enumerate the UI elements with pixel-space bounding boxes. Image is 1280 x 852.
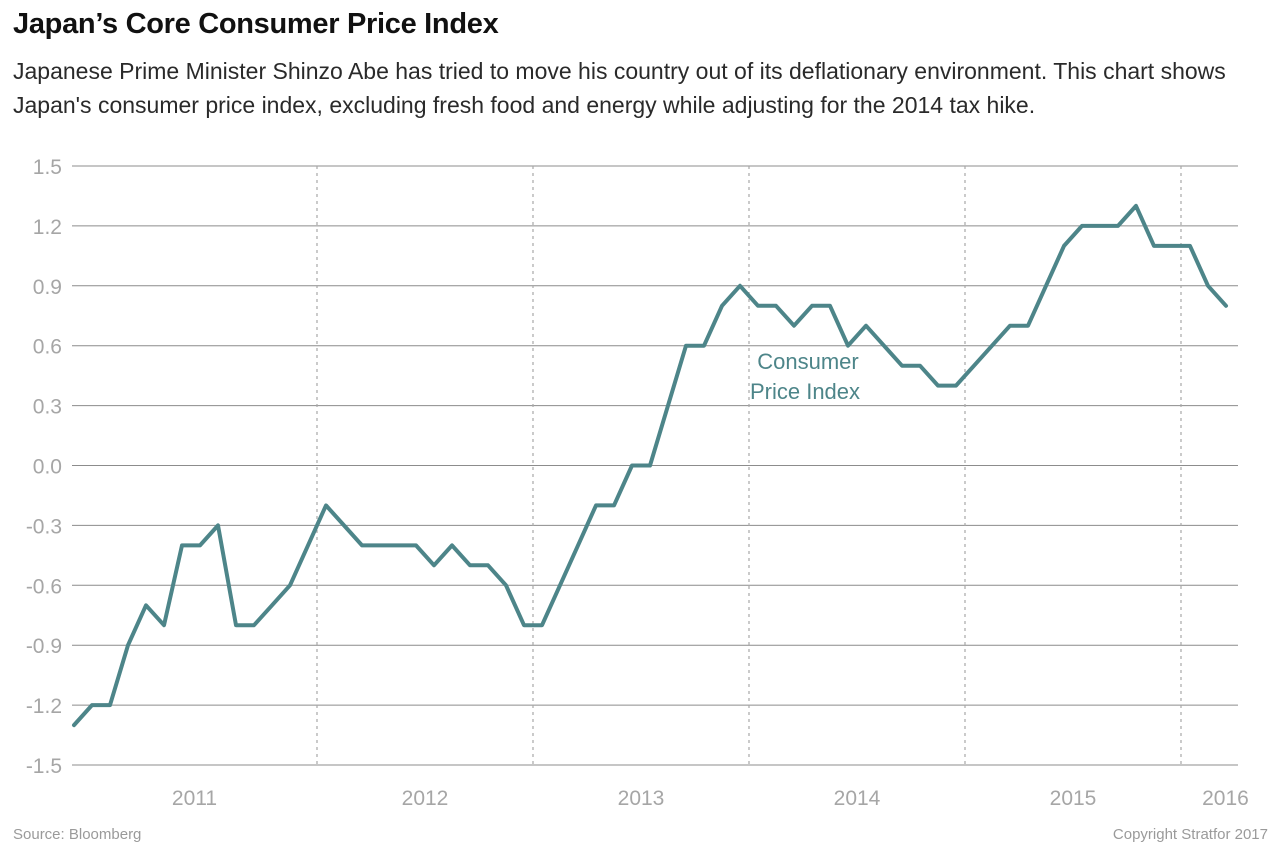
y-tick-label: 1.2 <box>33 216 62 239</box>
y-tick-label: -1.5 <box>26 755 62 778</box>
x-axis-tick-labels: 2011 2012 2013 2014 2015 2016 <box>172 787 1249 810</box>
grid-lines <box>72 165 1238 766</box>
y-axis-tick-labels: 1.5 1.2 0.9 0.6 0.3 0.0 -0.3 -0.6 -0.9 -1.2 -1.5 <box>26 156 62 778</box>
series-label-line-1: Consumer <box>757 349 858 374</box>
y-tick-label: -0.6 <box>26 575 62 598</box>
x-tick-label: 2016 <box>1202 787 1249 810</box>
series-line-consumer-price-index <box>72 203 1228 728</box>
chart-title: Japan’s Core Consumer Price Index <box>13 8 499 40</box>
x-tick-label: 2015 <box>1050 787 1097 810</box>
year-dividers <box>316 166 1182 765</box>
copyright-note: Copyright Stratfor 2017 <box>1112 826 1268 843</box>
y-tick-label: -0.3 <box>26 515 62 538</box>
y-tick-label: -0.9 <box>26 635 62 658</box>
y-tick-label: 0.9 <box>33 276 62 299</box>
y-tick-label: 0.0 <box>33 456 62 479</box>
x-tick-label: 2011 <box>172 787 217 810</box>
series-label-line-2: Price Index <box>750 379 860 404</box>
x-tick-label: 2014 <box>834 787 881 810</box>
x-tick-label: 2013 <box>618 787 665 810</box>
y-tick-label: 1.5 <box>33 156 62 179</box>
x-tick-label: 2012 <box>402 787 449 810</box>
y-tick-label: 0.6 <box>33 336 62 359</box>
y-tick-label: -1.2 <box>26 695 62 718</box>
series-layer <box>72 203 1228 728</box>
chart-subtitle: Japanese Prime Minister Shinzo Abe has t… <box>13 58 1226 118</box>
y-tick-label: 0.3 <box>33 396 62 419</box>
source-note: Source: Bloomberg <box>13 826 142 843</box>
